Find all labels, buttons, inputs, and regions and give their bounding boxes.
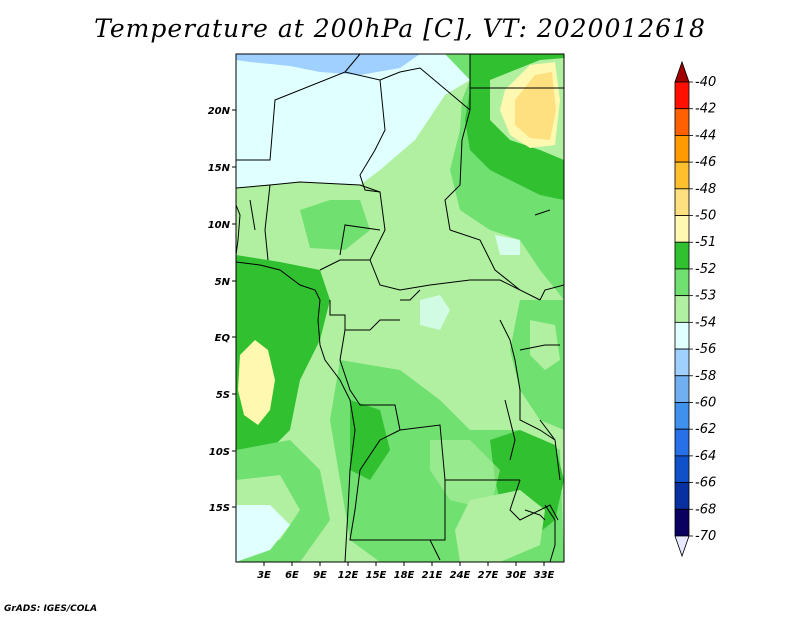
colorbar-swatch (674, 215, 690, 243)
colorbar-label: -51 (695, 235, 716, 250)
colorbar-swatch (674, 508, 690, 537)
lat-label-10n: 10N (208, 220, 231, 231)
map-frame (235, 53, 565, 563)
coastline (236, 204, 556, 562)
lat-label-5s: 5S (216, 390, 230, 401)
colorbar-label: -56 (695, 342, 716, 357)
colorbar-label: -42 (695, 102, 716, 117)
lon-label-12e: 12E (338, 570, 359, 581)
lat-label-5n: 5N (215, 277, 231, 288)
colorbar-label: -52 (695, 262, 716, 277)
colorbar-label: -58 (695, 369, 716, 384)
colorbar-swatch (674, 375, 690, 403)
colorbar-swatch (674, 241, 690, 270)
lon-label-3e: 3E (257, 570, 271, 581)
colorbar-label: -50 (695, 209, 716, 224)
colorbar-swatch (674, 455, 690, 483)
lat-ticks (232, 109, 236, 508)
lon-label-30e: 30E (506, 570, 527, 581)
colorbar-swatch (674, 402, 690, 430)
colorbar-label: -60 (695, 395, 716, 410)
colorbar-label: -48 (695, 182, 716, 197)
colorbar-swatch (674, 348, 690, 377)
colorbar-label: -53 (695, 289, 716, 304)
colorbar-swatch (674, 108, 690, 136)
colorbar-swatch (674, 428, 690, 457)
colorbar-label: -54 (695, 315, 716, 330)
lon-label-21e: 21E (422, 570, 443, 581)
lon-label-24e: 24E (450, 570, 471, 581)
country-borders (236, 54, 564, 561)
colorbar-label: -40 (695, 75, 716, 90)
colorbar-label: -70 (695, 529, 716, 544)
lon-label-15e: 15E (366, 570, 387, 581)
colorbar-swatch (674, 161, 690, 190)
colorbar-label: -68 (695, 502, 716, 517)
colorbar-top-arrow (674, 60, 690, 83)
lat-label-10s: 10S (209, 447, 230, 458)
lat-label-15n: 15N (208, 163, 231, 174)
colorbar-swatch (674, 135, 690, 163)
colorbar-swatch (674, 188, 690, 216)
colorbar-bottom-arrow (674, 535, 690, 558)
map-title: Temperature at 200hPa [C], VT: 202001261… (94, 14, 706, 43)
colorbar-label: -44 (695, 128, 716, 143)
colorbar-swatch (674, 321, 690, 350)
colorbar-label: -64 (695, 449, 716, 464)
temperature-field (236, 54, 564, 562)
colorbar: -40 -42 -44 -46 -48 -50 -51 -52 -53 -54 -56 -58 -60 -… (674, 60, 716, 558)
lon-label-33e: 33E (534, 570, 555, 581)
colorbar-swatch (674, 482, 690, 510)
lon-labels: 3E 6E 9E 12E 15E 18E 21E 24E 27E 30E 33E (257, 570, 554, 581)
lat-labels: 20N 15N 10N 5N EQ 5S 10S 15S (208, 106, 231, 514)
colorbar-label: -66 (695, 476, 716, 491)
grads-credit: GrADS: IGES/COLA (4, 604, 98, 614)
colorbar-swatch (674, 81, 690, 110)
colorbar-swatch (674, 268, 690, 297)
lon-ticks (263, 562, 545, 566)
colorbar-swatch (674, 295, 690, 323)
lat-label-20n: 20N (208, 106, 231, 117)
lon-label-6e: 6E (285, 570, 299, 581)
lon-label-9e: 9E (313, 570, 327, 581)
colorbar-label: -62 (695, 422, 716, 437)
lat-label-15s: 15S (209, 503, 230, 514)
lon-label-18e: 18E (394, 570, 415, 581)
lat-label-eq: EQ (215, 333, 231, 344)
colorbar-label: -46 (695, 155, 716, 170)
lon-label-27e: 27E (478, 570, 499, 581)
